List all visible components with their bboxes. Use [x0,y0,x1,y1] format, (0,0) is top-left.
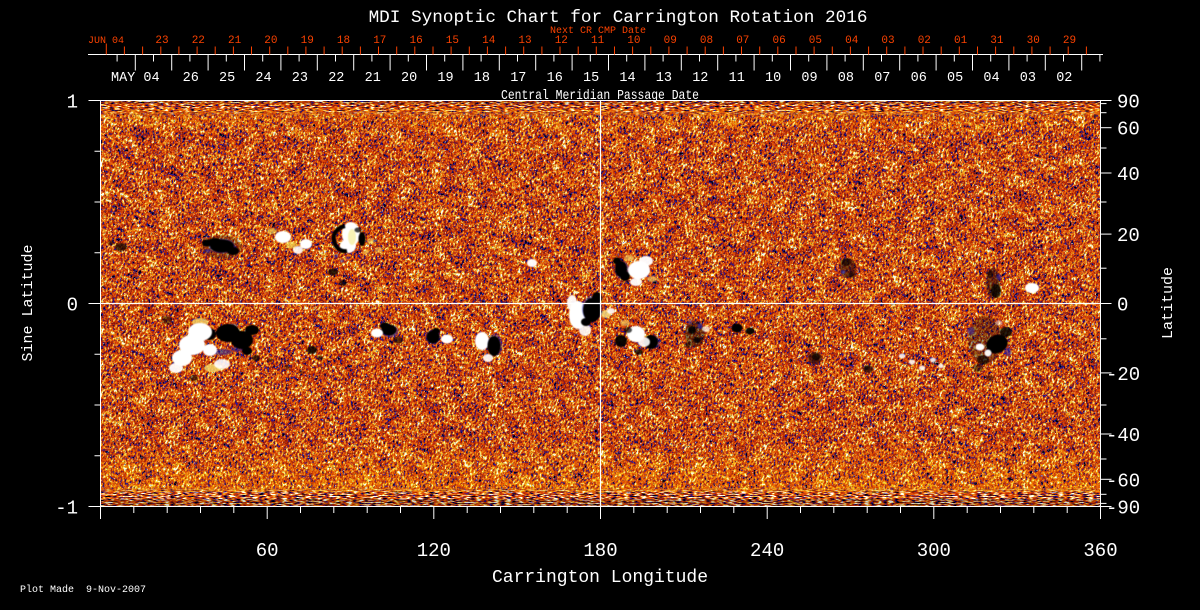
svg-text:12: 12 [692,71,708,86]
svg-text:15: 15 [583,71,599,86]
svg-text:15: 15 [446,35,459,47]
svg-text:18: 18 [337,35,350,47]
svg-text:21: 21 [365,71,381,86]
svg-text:-40: -40 [1106,425,1140,447]
svg-text:14: 14 [619,71,635,86]
svg-text:20: 20 [264,35,277,47]
svg-text:30: 30 [1027,35,1040,47]
svg-text:MDI Synoptic Chart for Carring: MDI Synoptic Chart for Carrington Rotati… [369,8,868,28]
svg-text:22: 22 [328,71,344,86]
svg-text:21: 21 [228,35,242,47]
svg-text:06: 06 [772,35,785,47]
svg-text:19: 19 [301,35,314,47]
svg-text:14: 14 [482,35,496,47]
svg-text:07: 07 [736,35,749,47]
svg-text:11: 11 [591,35,605,47]
svg-text:03: 03 [881,35,894,47]
svg-text:04: 04 [983,71,999,86]
svg-text:09: 09 [664,35,677,47]
svg-text:17: 17 [510,71,526,86]
svg-text:10: 10 [627,35,640,47]
svg-text:05: 05 [947,71,963,86]
svg-text:02: 02 [1056,71,1072,86]
svg-text:25: 25 [219,71,235,86]
svg-text:0: 0 [1117,295,1128,317]
svg-text:180: 180 [583,540,617,562]
svg-text:JUN 04: JUN 04 [88,36,124,47]
svg-text:16: 16 [547,71,563,86]
svg-text:60: 60 [1117,119,1140,141]
svg-text:20: 20 [1117,225,1140,247]
svg-text:10: 10 [765,71,781,86]
svg-text:60: 60 [256,540,279,562]
svg-text:31: 31 [990,35,1004,47]
svg-text:29: 29 [1063,35,1076,47]
svg-text:23: 23 [155,35,168,47]
svg-text:06: 06 [911,71,927,86]
svg-text:-60: -60 [1106,470,1140,492]
svg-text:-20: -20 [1106,364,1140,386]
svg-text:-1: -1 [55,498,78,520]
svg-text:1: 1 [67,92,78,114]
svg-text:23: 23 [292,71,308,86]
svg-text:24: 24 [255,71,271,86]
svg-text:90: 90 [1117,92,1140,114]
svg-text:MAY 04: MAY 04 [111,71,160,86]
svg-text:05: 05 [809,35,822,47]
svg-text:08: 08 [838,71,854,86]
svg-text:120: 120 [417,540,451,562]
svg-text:Plot Made 9-Nov-2007: Plot Made 9-Nov-2007 [20,584,146,596]
svg-text:03: 03 [1020,71,1036,86]
svg-text:07: 07 [874,71,890,86]
svg-text:13: 13 [656,71,672,86]
svg-text:08: 08 [700,35,713,47]
svg-text:02: 02 [918,35,931,47]
svg-text:0: 0 [67,295,78,317]
svg-text:17: 17 [373,35,386,47]
svg-text:13: 13 [518,35,531,47]
svg-text:16: 16 [409,35,422,47]
svg-text:Latitude: Latitude [1160,267,1177,339]
svg-text:26: 26 [183,71,199,86]
svg-text:12: 12 [555,35,568,47]
svg-text:19: 19 [437,71,453,86]
svg-text:Central Meridian Passage Date: Central Meridian Passage Date [501,88,699,104]
svg-text:Next CR CMP Date: Next CR CMP Date [550,26,646,37]
svg-text:20: 20 [401,71,417,86]
svg-text:01: 01 [954,35,968,47]
svg-text:40: 40 [1117,164,1140,186]
svg-text:18: 18 [474,71,490,86]
svg-text:Carrington Longitude: Carrington Longitude [492,568,708,588]
svg-text:22: 22 [192,35,205,47]
svg-text:360: 360 [1083,540,1117,562]
svg-text:-90: -90 [1106,498,1140,520]
svg-text:09: 09 [801,71,817,86]
svg-text:11: 11 [729,71,745,86]
svg-text:240: 240 [750,540,784,562]
svg-text:Sine Latitude: Sine Latitude [20,244,37,361]
svg-text:300: 300 [917,540,951,562]
svg-text:04: 04 [845,35,859,47]
